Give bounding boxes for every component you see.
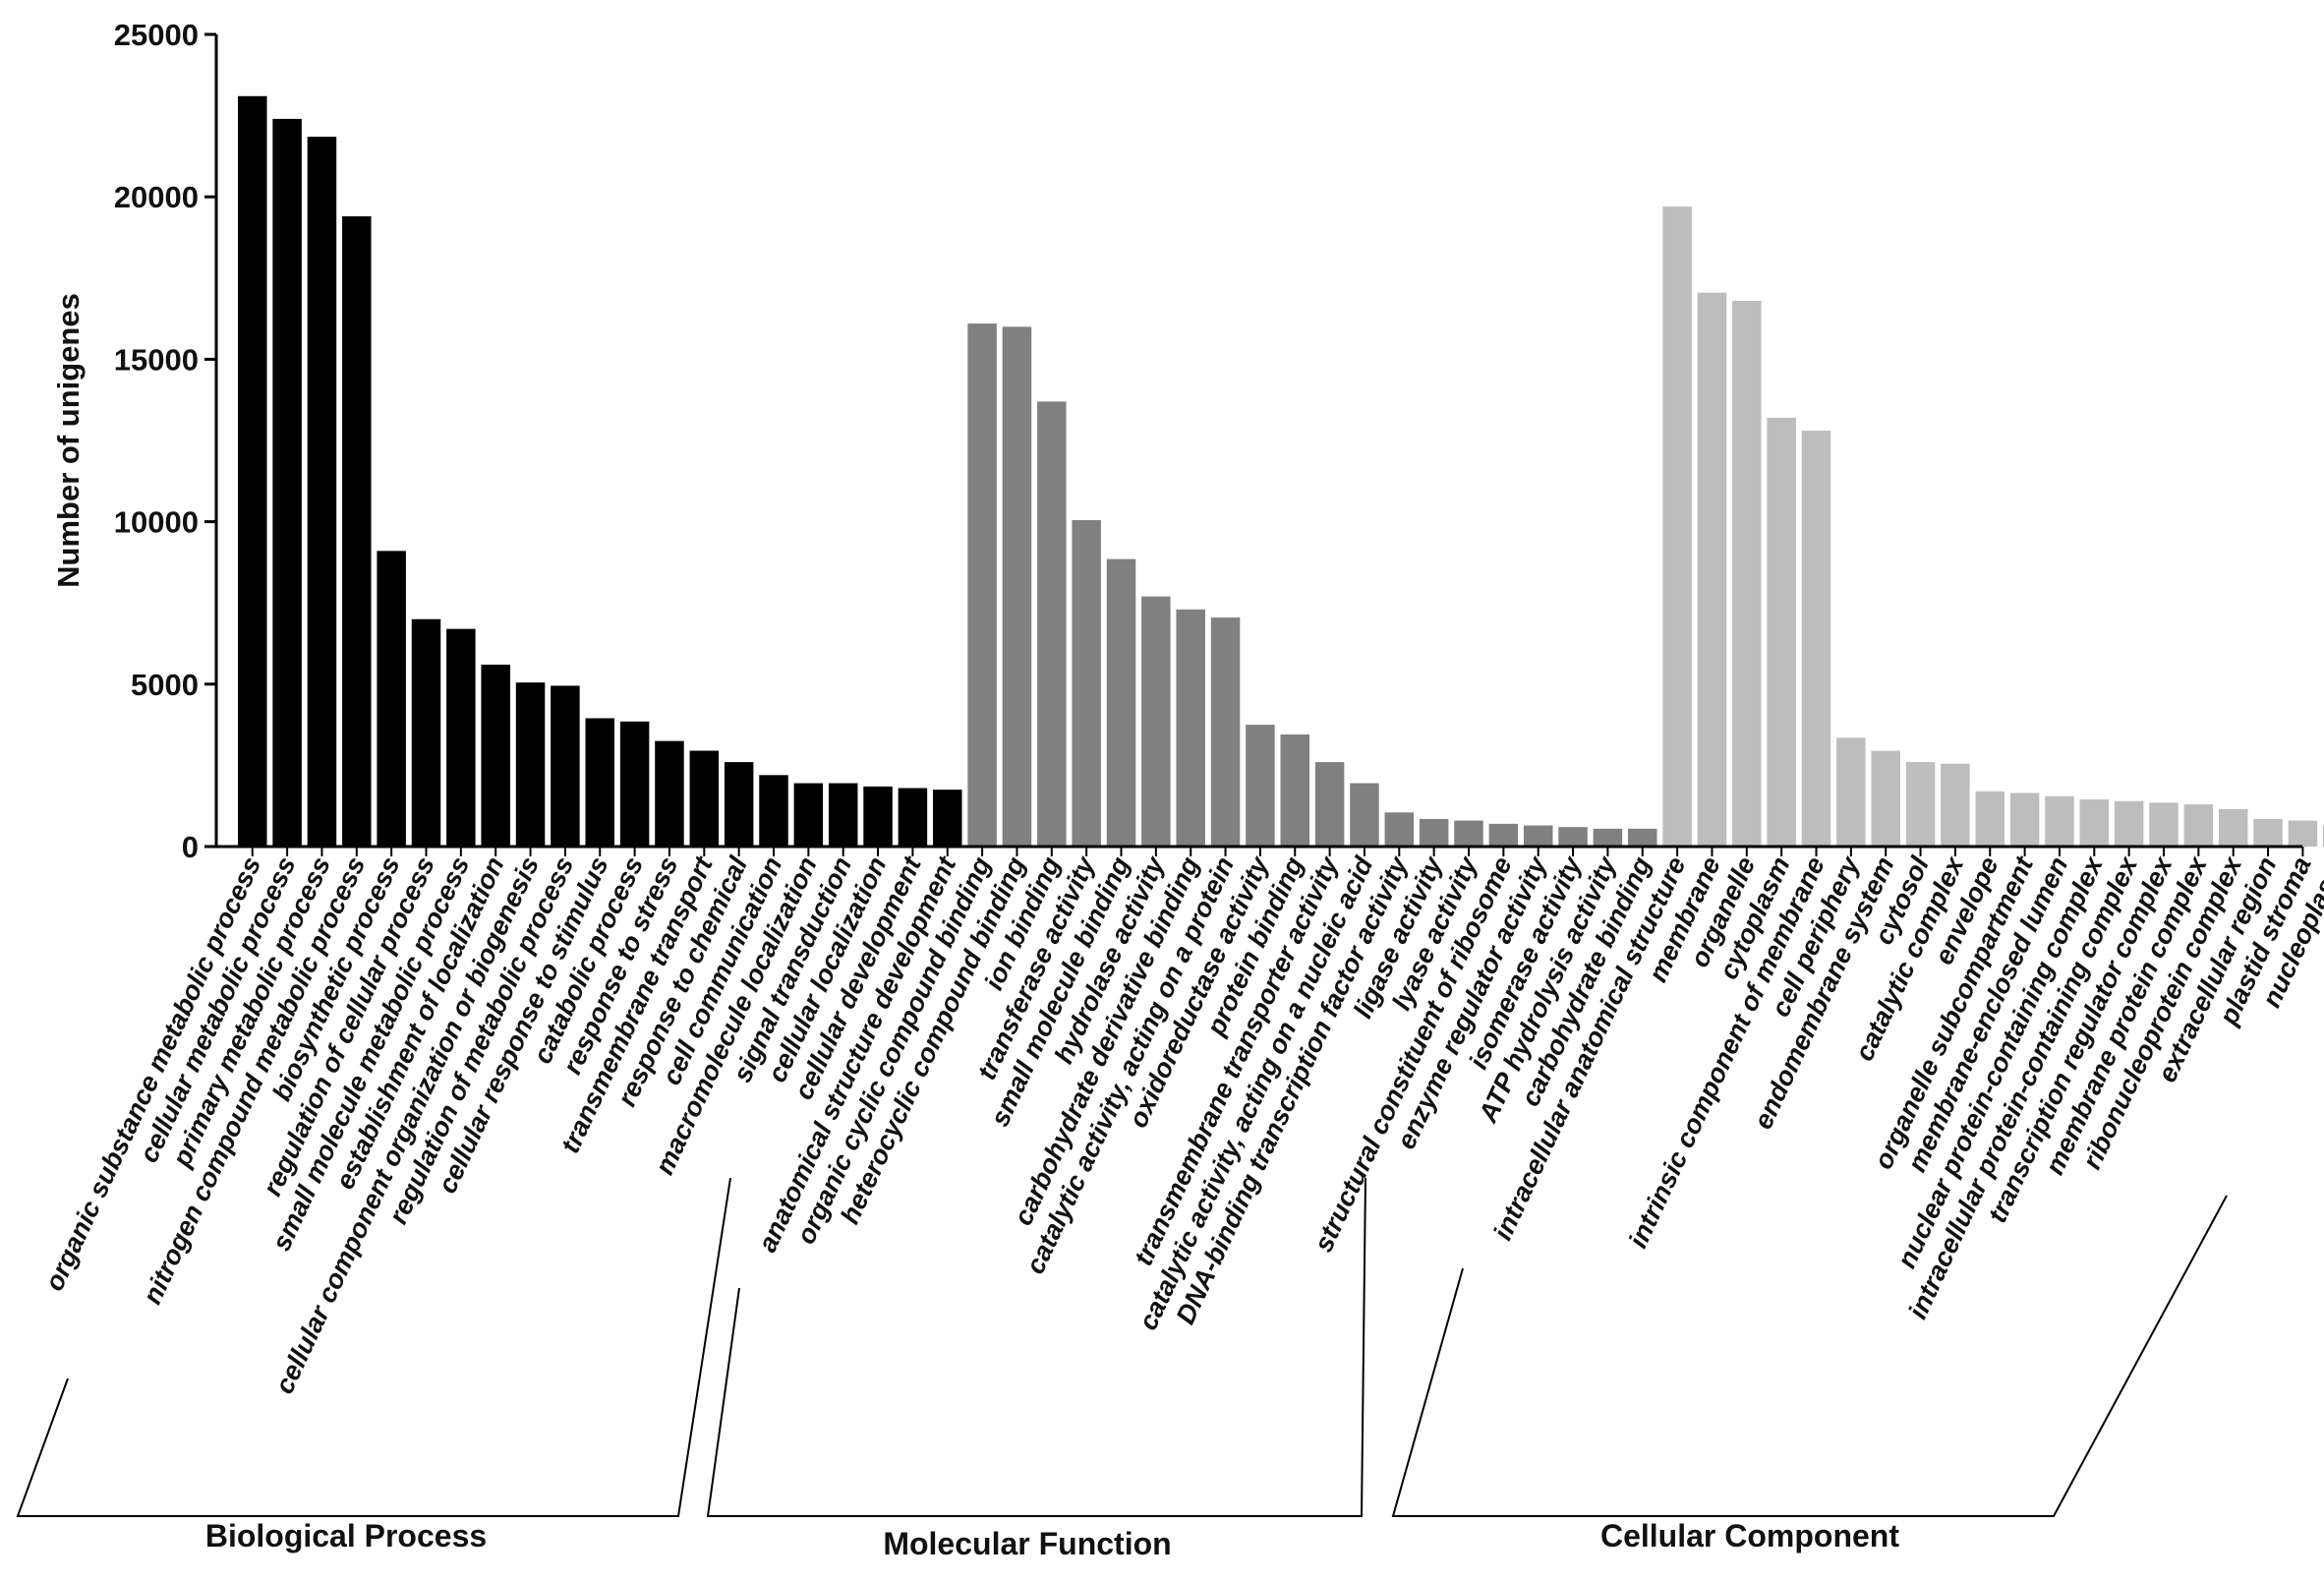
group-bracket <box>1391 1195 2228 1517</box>
bar: ion binding: 13700 <box>1037 401 1067 847</box>
bar: endomembrane system: 2950 <box>1871 750 1900 847</box>
bar: regulation of cellular process: 7000 <box>411 618 441 847</box>
y-axis: 0 5000 10000 15000 20000 25000 <box>114 18 2302 864</box>
bar: ATP hydrolysis activity: 550 <box>1593 828 1623 847</box>
bar: catabolic process: 3850 <box>619 721 650 847</box>
bar: small molecule binding: 8850 <box>1106 558 1136 847</box>
bar: cytoplasm: 13200 <box>1767 417 1796 847</box>
bar: catalytic activity, acting on a protein:… <box>1210 617 1241 847</box>
bar: response to stress: 3250 <box>655 740 684 847</box>
bar: cellular development: 1800 <box>898 788 928 847</box>
bar: oxidoreductase activity: 3750 <box>1246 725 1275 847</box>
bar: envelope: 1700 <box>1975 791 2004 847</box>
y-tick-label: 10000 <box>114 505 199 540</box>
bar: cytosol: 2600 <box>1905 762 1936 847</box>
y-tick-label: 0 <box>182 830 199 864</box>
group-bracket <box>16 1177 731 1517</box>
bar: cellular component organization or bioge… <box>515 682 546 847</box>
bar: signal transduction: 1950 <box>828 783 858 847</box>
bar: protein binding: 3450 <box>1280 734 1309 847</box>
bars-layer: organic substance metabolic process: 231… <box>238 95 2324 848</box>
bar: hydrolase activity: 7700 <box>1141 596 1171 847</box>
bar: nitrogen compound metabolic process: 194… <box>342 216 372 847</box>
bar: ribonucleoprotein complex: 1150 <box>2218 809 2248 847</box>
bar: membrane-enclosed lumen: 1550 <box>2045 795 2074 847</box>
y-axis-label: Number of unigenes <box>51 293 86 588</box>
bar: organic substance metabolic process: 231… <box>238 95 267 847</box>
group-brackets: Biological Process Molecular Function Cell… <box>16 1177 2228 1561</box>
bar: establishment of localization: 5600 <box>481 664 510 847</box>
y-tick-label: 5000 <box>131 668 199 702</box>
bar: catalytic activity, acting on a nucleic … <box>1350 783 1379 847</box>
bar: structural constituent of ribosome: 700 <box>1488 823 1519 847</box>
bar: intracellular anatomical structure: 1970… <box>1662 206 1692 848</box>
y-tick-label: 20000 <box>114 180 199 214</box>
bar: nuclear protein-containing complex: 1450 <box>2079 799 2110 847</box>
bar: organelle: 16800 <box>1732 300 1762 847</box>
bar: enzyme regulator activity: 650 <box>1523 825 1553 847</box>
bar: DNA-binding transcription factor activit… <box>1384 812 1415 847</box>
bar: carbohydrate binding: 550 <box>1628 828 1657 847</box>
bar: cellular localization: 1850 <box>863 786 893 847</box>
bar: organic cyclic compound binding: 16100 <box>967 323 997 847</box>
bar: anatomical structure development: 1750 <box>933 790 962 847</box>
bar: carbohydrate derivative binding: 7300 <box>1176 609 1205 847</box>
bar: ligase activity: 850 <box>1419 818 1449 847</box>
bar: macromolecule localization: 1950 <box>793 783 824 847</box>
bar: intracellular protein-containing complex… <box>2114 800 2144 847</box>
bar: lyase activity: 800 <box>1454 820 1483 847</box>
bar: intrinsic component of membrane: 12800 <box>1801 431 1831 847</box>
bar: cellular response to stimulus: 3950 <box>585 718 614 847</box>
group-label: Molecular Function <box>883 1526 1171 1561</box>
bar: plastid stroma: 800 <box>2288 820 2318 847</box>
bar: small molecule metabolic process: 6700 <box>446 628 476 847</box>
bar: primary metabolic process: 21850 <box>307 137 337 847</box>
y-tick-label: 15000 <box>114 342 199 377</box>
bar: biosynthetic process: 9100 <box>377 551 406 847</box>
bar: regulation of metabolic process: 4950 <box>551 685 580 847</box>
x-tick-labels: organic substance metabolic processcellu… <box>39 847 2324 1398</box>
bar: transmembrane transport: 2950 <box>689 750 720 847</box>
group-bracket <box>706 1177 1366 1517</box>
bar: heterocyclic compound binding: 16000 <box>1002 326 1032 847</box>
group-label: Cellular Component <box>1600 1518 1899 1554</box>
bar: organelle subcompartment: 1650 <box>2009 792 2040 847</box>
bar: transcription regulator complex: 1350 <box>2149 802 2179 847</box>
bar: membrane protein complex: 1300 <box>2183 804 2214 847</box>
bar: cell communication: 2200 <box>759 775 788 847</box>
bar: catalytic complex: 2550 <box>1941 763 1970 847</box>
bar: transferase activity: 10050 <box>1072 519 1101 847</box>
bar: response to chemical: 2600 <box>724 762 754 847</box>
group-label: Biological Process <box>205 1518 487 1554</box>
bar: extracellular region: 850 <box>2253 818 2283 847</box>
bar: cellular metabolic process: 22400 <box>272 118 302 847</box>
bar: cell periphery: 3350 <box>1836 737 1866 847</box>
bar: isomerase activity: 600 <box>1558 827 1588 847</box>
y-tick-label: 25000 <box>114 18 199 52</box>
bar: transmembrane transporter activity: 2600 <box>1314 762 1345 847</box>
bar: membrane: 17050 <box>1697 292 1727 847</box>
